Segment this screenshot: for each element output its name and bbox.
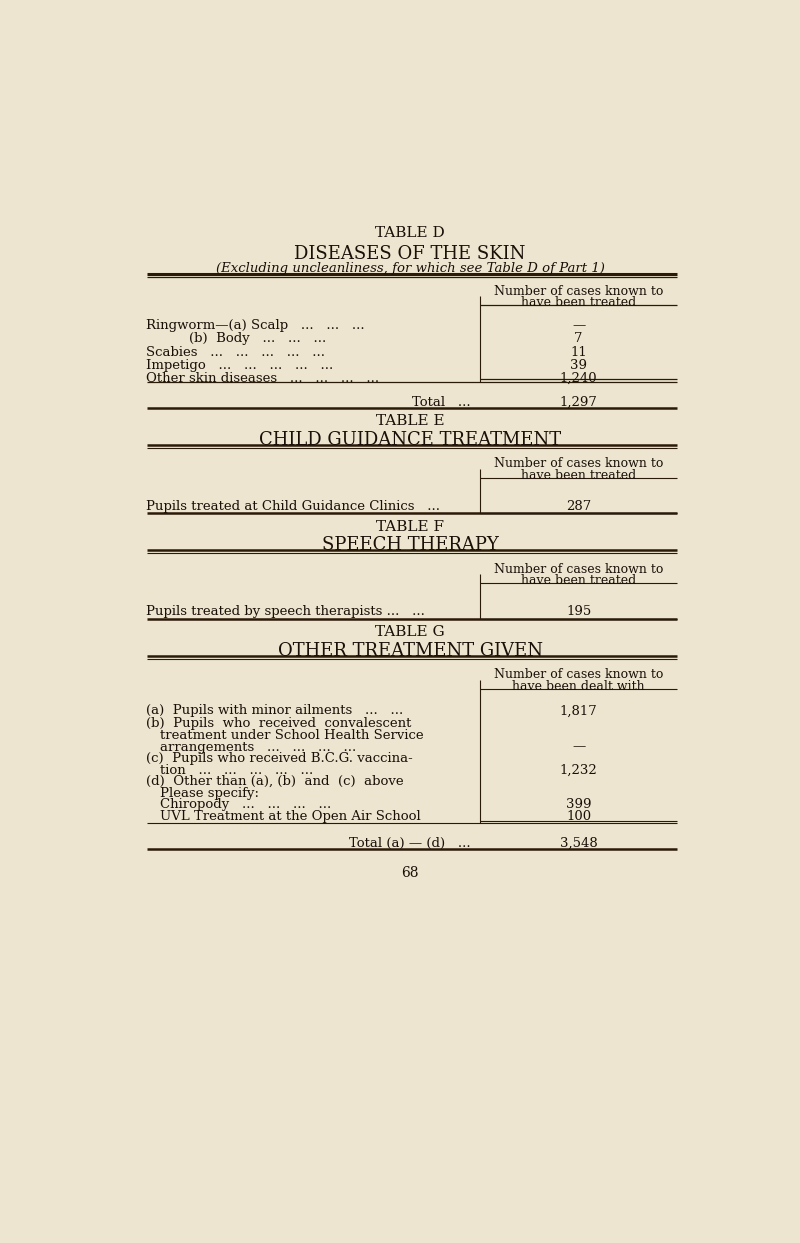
Text: TABLE G: TABLE G: [375, 625, 445, 639]
Text: have been treated: have been treated: [521, 296, 636, 310]
Text: 3,548: 3,548: [560, 837, 598, 850]
Text: 195: 195: [566, 605, 591, 618]
Text: Number of cases known to: Number of cases known to: [494, 285, 663, 297]
Text: 39: 39: [570, 358, 587, 372]
Text: Chiropody   ...   ...   ...   ...: Chiropody ... ... ... ...: [161, 798, 332, 812]
Text: 399: 399: [566, 798, 591, 812]
Text: —: —: [572, 741, 585, 753]
Text: 287: 287: [566, 500, 591, 512]
Text: SPEECH THERAPY: SPEECH THERAPY: [322, 537, 498, 554]
Text: 1,232: 1,232: [560, 763, 598, 777]
Text: (c)  Pupils who received B.C.G. vaccina-: (c) Pupils who received B.C.G. vaccina-: [146, 752, 414, 766]
Text: Impetigo   ...   ...   ...   ...   ...: Impetigo ... ... ... ... ...: [146, 358, 334, 372]
Text: have been dealt with: have been dealt with: [512, 680, 645, 692]
Text: 68: 68: [402, 866, 418, 880]
Text: (d)  Other than (a), (b)  and  (c)  above: (d) Other than (a), (b) and (c) above: [146, 776, 404, 788]
Text: TABLE E: TABLE E: [376, 414, 444, 428]
Text: OTHER TREATMENT GIVEN: OTHER TREATMENT GIVEN: [278, 641, 542, 660]
Text: Number of cases known to: Number of cases known to: [494, 457, 663, 470]
Text: (a)  Pupils with minor ailments   ...   ...: (a) Pupils with minor ailments ... ...: [146, 705, 404, 717]
Text: —: —: [572, 319, 585, 332]
Text: (b)  Pupils  who  received  convalescent: (b) Pupils who received convalescent: [146, 717, 412, 731]
Text: 1,240: 1,240: [560, 372, 598, 384]
Text: 7: 7: [574, 332, 583, 346]
Text: Pupils treated by speech therapists ...   ...: Pupils treated by speech therapists ... …: [146, 605, 426, 618]
Text: 100: 100: [566, 810, 591, 823]
Text: Please specify:: Please specify:: [161, 787, 259, 799]
Text: DISEASES OF THE SKIN: DISEASES OF THE SKIN: [294, 245, 526, 262]
Text: have been treated: have been treated: [521, 574, 636, 587]
Text: Scabies   ...   ...   ...   ...   ...: Scabies ... ... ... ... ...: [146, 346, 326, 358]
Text: 1,817: 1,817: [560, 705, 598, 717]
Text: (b)  Body   ...   ...   ...: (b) Body ... ... ...: [189, 332, 326, 346]
Text: Total   ...: Total ...: [412, 395, 470, 409]
Text: Number of cases known to: Number of cases known to: [494, 669, 663, 681]
Text: arrangements   ...   ...   ...   ...: arrangements ... ... ... ...: [161, 741, 357, 753]
Text: TABLE F: TABLE F: [376, 520, 444, 533]
Text: 11: 11: [570, 346, 587, 358]
Text: have been treated: have been treated: [521, 469, 636, 482]
Text: Total (a) — (d)   ...: Total (a) — (d) ...: [349, 837, 470, 850]
Text: Ringworm—(a) Scalp   ...   ...   ...: Ringworm—(a) Scalp ... ... ...: [146, 319, 365, 332]
Text: UVL Treatment at the Open Air School: UVL Treatment at the Open Air School: [161, 810, 421, 823]
Text: tion   ...   ...   ...   ...   ...: tion ... ... ... ... ...: [161, 763, 314, 777]
Text: Number of cases known to: Number of cases known to: [494, 563, 663, 576]
Text: CHILD GUIDANCE TREATMENT: CHILD GUIDANCE TREATMENT: [259, 431, 561, 449]
Text: Other skin diseases   ...   ...   ...   ...: Other skin diseases ... ... ... ...: [146, 372, 380, 384]
Text: treatment under School Health Service: treatment under School Health Service: [161, 728, 424, 742]
Text: Pupils treated at Child Guidance Clinics   ...: Pupils treated at Child Guidance Clinics…: [146, 500, 441, 512]
Text: 1,297: 1,297: [560, 395, 598, 409]
Text: TABLE D: TABLE D: [375, 226, 445, 240]
Text: (Excluding uncleanliness, for which see Table D of Part 1): (Excluding uncleanliness, for which see …: [215, 261, 605, 275]
